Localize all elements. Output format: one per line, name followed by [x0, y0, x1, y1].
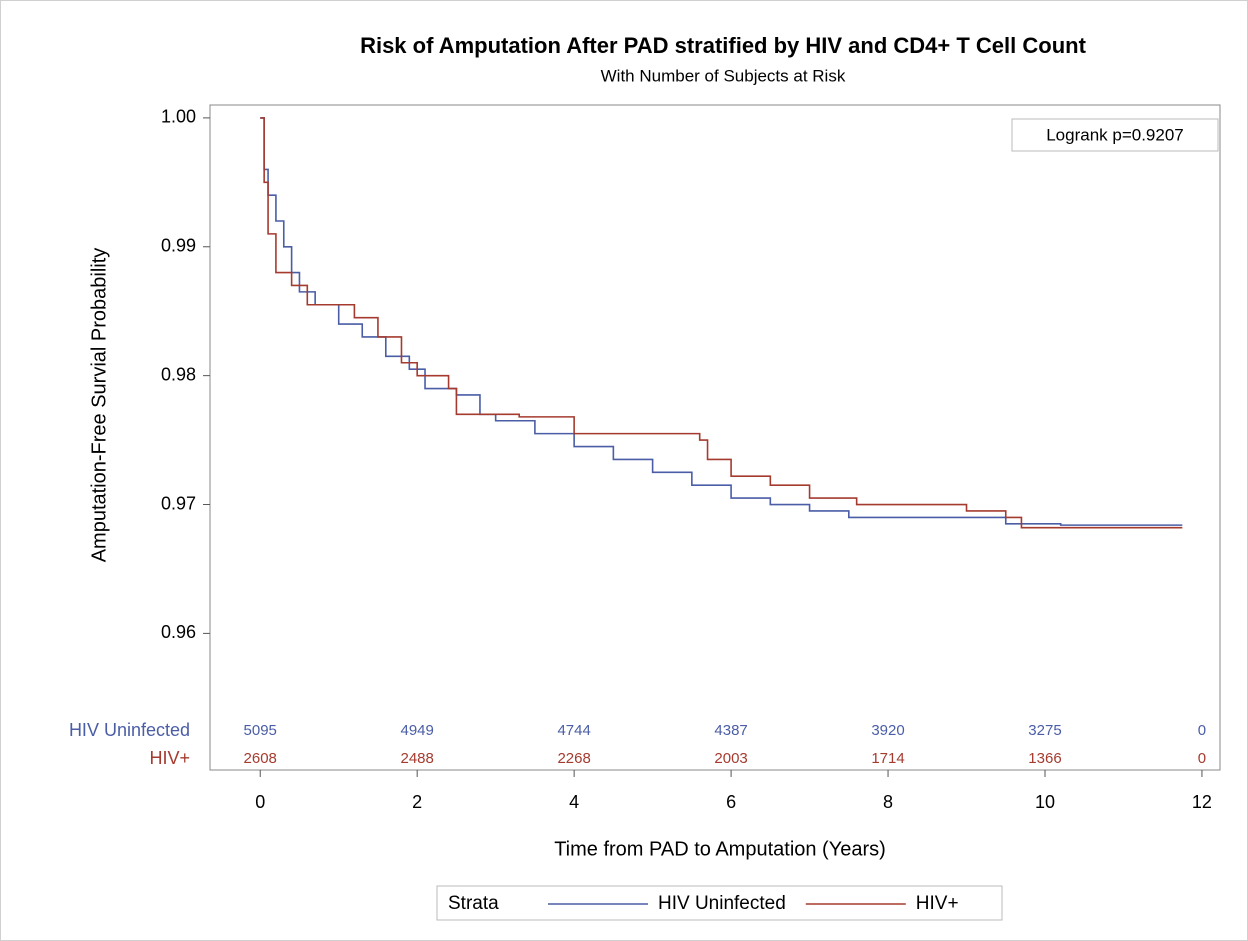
legend-label: HIV+ — [916, 893, 959, 914]
x-tick-label: 2 — [412, 792, 422, 812]
at-risk-count: 3920 — [871, 722, 904, 739]
y-tick-label: 0.97 — [161, 493, 196, 513]
chart-title: Risk of Amputation After PAD stratified … — [360, 33, 1087, 58]
y-tick-label: 0.98 — [161, 364, 196, 384]
x-axis-label: Time from PAD to Amputation (Years) — [554, 838, 886, 860]
at-risk-count: 4949 — [400, 722, 433, 739]
x-tick-label: 8 — [883, 792, 893, 812]
y-tick-label: 1.00 — [161, 107, 196, 127]
survival-curve — [260, 117, 1183, 529]
at-risk-count: 3275 — [1028, 722, 1061, 739]
at-risk-count: 4744 — [557, 722, 590, 739]
at-risk-count: 2608 — [244, 750, 277, 767]
y-tick-label: 0.96 — [161, 622, 196, 642]
x-tick-label: 12 — [1192, 792, 1212, 812]
at-risk-count: 4387 — [714, 722, 747, 739]
at-risk-count: 1366 — [1028, 750, 1061, 767]
x-tick-label: 0 — [255, 792, 265, 812]
chart-subtitle: With Number of Subjects at Risk — [601, 66, 846, 85]
at-risk-count: 1714 — [871, 750, 904, 767]
plot-frame — [209, 104, 1221, 771]
at-risk-label: HIV+ — [149, 748, 190, 768]
survival-curve — [260, 117, 1183, 526]
y-tick-label: 0.99 — [161, 236, 196, 256]
at-risk-count: 2268 — [557, 750, 590, 767]
y-axis-label: Amputation-Free Survial Probability — [88, 248, 110, 563]
at-risk-count: 0 — [1198, 722, 1206, 739]
x-tick-label: 10 — [1035, 792, 1055, 812]
x-tick-label: 6 — [726, 792, 736, 812]
legend-title: Strata — [448, 893, 499, 914]
at-risk-count: 0 — [1198, 750, 1206, 767]
legend: Strata — [436, 885, 1003, 921]
x-tick-label: 4 — [569, 792, 579, 812]
annotation-box — [1011, 118, 1219, 152]
legend-box — [436, 885, 1003, 921]
at-risk-count: 2003 — [714, 750, 747, 767]
at-risk-count: 5095 — [244, 722, 277, 739]
annotation: Logrank p=0.9207 — [1046, 125, 1184, 144]
at-risk-label: HIV Uninfected — [69, 720, 190, 740]
legend-label: HIV Uninfected — [658, 893, 786, 914]
at-risk-count: 2488 — [400, 750, 433, 767]
